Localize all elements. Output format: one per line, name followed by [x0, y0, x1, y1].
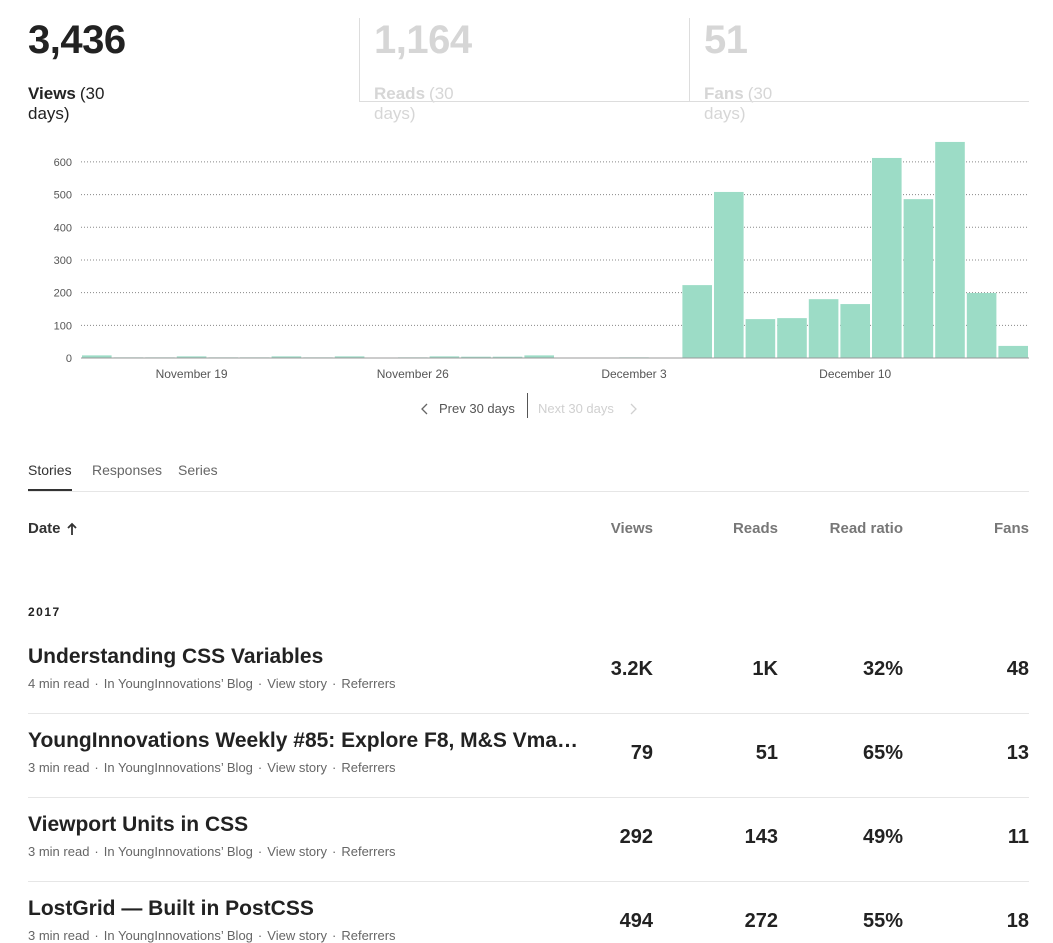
cell-ratio: 49%	[863, 826, 903, 849]
column-header[interactable]: Fans	[994, 520, 1029, 537]
meta-item[interactable]: In YoungInnovations’ Blog	[89, 760, 253, 775]
bar	[777, 318, 807, 358]
meta-item[interactable]: View story	[253, 928, 327, 943]
cell-fans: 11	[1008, 826, 1029, 849]
chevron-left[interactable]	[418, 402, 432, 416]
column-header[interactable]: Read ratio	[830, 520, 903, 537]
cell-ratio: 55%	[863, 910, 903, 933]
meta-item[interactable]: View story	[253, 676, 327, 691]
next-link: Next 30 days	[538, 401, 614, 416]
meta-item[interactable]: In YoungInnovations’ Blog	[89, 844, 253, 859]
meta-item[interactable]: Referrers	[327, 844, 396, 859]
story-title[interactable]: Understanding CSS Variables	[28, 645, 323, 669]
y-tick-label: 200	[54, 288, 72, 300]
bar	[998, 346, 1028, 358]
tab[interactable]: Series	[178, 462, 218, 478]
row-separator	[28, 797, 1029, 798]
divider	[359, 18, 360, 101]
meta-item[interactable]: Referrers	[327, 928, 396, 943]
bar	[935, 142, 965, 358]
cell-reads: 272	[745, 910, 778, 933]
y-tick-label: 500	[54, 190, 72, 202]
x-tick-label: December 3	[601, 367, 667, 381]
stat-value: 3,436	[28, 18, 126, 63]
row-separator	[28, 881, 1029, 882]
y-tick-label: 400	[54, 222, 72, 234]
story-meta: 3 min readIn YoungInnovations’ BlogView …	[28, 928, 396, 943]
story-meta: 3 min readIn YoungInnovations’ BlogView …	[28, 844, 396, 859]
cell-views: 3.2K	[611, 658, 653, 681]
x-tick-label: December 10	[819, 367, 891, 381]
column-header[interactable]: Date	[28, 520, 61, 537]
meta-item: 3 min read	[28, 760, 89, 775]
bar	[872, 158, 902, 358]
cell-ratio: 65%	[863, 742, 903, 765]
cell-fans: 18	[1007, 910, 1029, 933]
y-tick-label: 0	[66, 353, 72, 365]
cell-reads: 1K	[752, 658, 778, 681]
story-title[interactable]: LostGrid — Built in PostCSS	[28, 897, 314, 921]
story-title[interactable]: YoungInnovations Weekly #85: Explore F8,…	[28, 729, 578, 753]
stat-name: Views	[28, 84, 76, 103]
story-meta: 4 min readIn YoungInnovations’ BlogView …	[28, 676, 396, 691]
tab[interactable]: Responses	[92, 462, 162, 478]
cell-views: 494	[620, 910, 653, 933]
x-tick-label: November 26	[377, 367, 449, 381]
meta-item: 3 min read	[28, 844, 89, 859]
stat-value: 51	[704, 18, 748, 63]
meta-item[interactable]: View story	[253, 844, 327, 859]
stat-label: Reads(30 days)	[374, 84, 454, 124]
meta-item: 3 min read	[28, 928, 89, 943]
bar	[682, 285, 712, 358]
cell-views: 292	[620, 826, 653, 849]
cell-fans: 13	[1007, 742, 1029, 765]
year: 2017	[28, 605, 61, 619]
bar	[746, 319, 776, 358]
meta-item: 4 min read	[28, 676, 89, 691]
bar	[904, 199, 934, 358]
bar	[840, 304, 870, 358]
story-meta: 3 min readIn YoungInnovations’ BlogView …	[28, 760, 396, 775]
bar	[967, 293, 997, 358]
stat-label: Views(30 days)	[28, 84, 104, 124]
row-separator	[28, 713, 1029, 714]
meta-item[interactable]: Referrers	[327, 760, 396, 775]
cell-reads: 51	[756, 742, 778, 765]
prev-link[interactable]: Prev 30 days	[439, 401, 515, 416]
cell-views: 79	[631, 742, 653, 765]
stat-label: Fans(30 days)	[704, 84, 772, 124]
column-header[interactable]: Reads	[733, 520, 778, 537]
y-tick-label: 100	[54, 320, 72, 332]
y-tick-label: 600	[54, 157, 72, 169]
divider	[359, 101, 1029, 102]
chevron-right	[626, 402, 640, 416]
tab[interactable]: Stories	[28, 462, 72, 478]
cell-fans: 48	[1007, 658, 1029, 681]
divider	[689, 18, 690, 101]
meta-item[interactable]: In YoungInnovations’ Blog	[89, 928, 253, 943]
tab-underline	[28, 489, 72, 491]
stat-value: 1,164	[374, 18, 472, 63]
sort-arrow[interactable]	[66, 521, 78, 537]
bar	[714, 192, 744, 358]
cell-ratio: 32%	[863, 658, 903, 681]
meta-item[interactable]: View story	[253, 760, 327, 775]
divider	[527, 393, 528, 418]
x-tick-label: November 19	[156, 367, 228, 381]
column-header[interactable]: Views	[611, 520, 653, 537]
bar	[809, 299, 839, 358]
tabs-border	[28, 491, 1029, 492]
story-title[interactable]: Viewport Units in CSS	[28, 813, 248, 837]
meta-item[interactable]: Referrers	[327, 676, 396, 691]
y-tick-label: 300	[54, 255, 72, 267]
chart: 0 100 200 300 400 500 600 November 19 November 2…	[0, 130, 1053, 390]
cell-reads: 143	[745, 826, 778, 849]
meta-item[interactable]: In YoungInnovations’ Blog	[89, 676, 253, 691]
